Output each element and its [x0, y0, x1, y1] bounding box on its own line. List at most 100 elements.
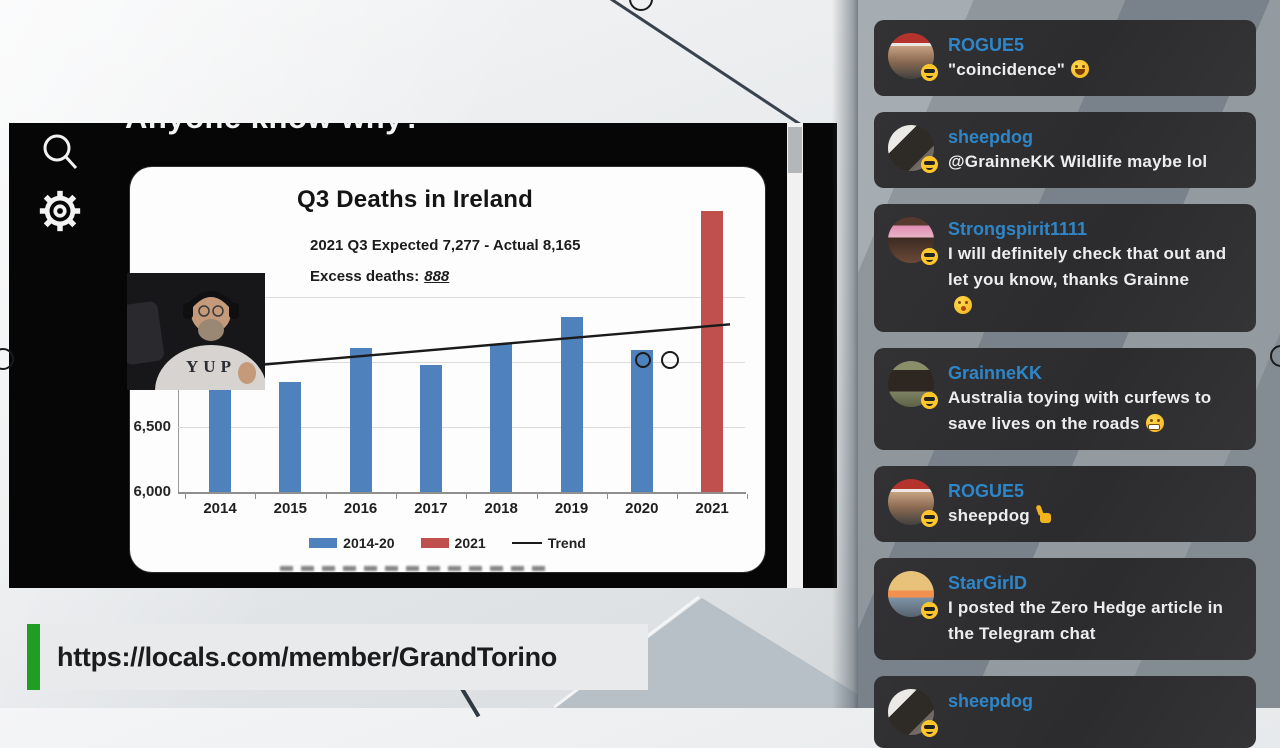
chart-excess-value: 888 — [424, 268, 450, 285]
chat-message-card[interactable]: ROGUE5 "coincidence" — [874, 20, 1256, 96]
chart-gridline — [178, 297, 745, 298]
chart-title: Q3 Deaths in Ireland — [296, 186, 534, 213]
x-axis-tick — [325, 494, 327, 499]
chat-message-text: I posted the Zero Hedge article in the T… — [948, 598, 1224, 643]
chat-message-text: "coincidence" — [948, 57, 1089, 83]
x-axis-category-label: 2020 — [625, 500, 659, 517]
avatar[interactable] — [888, 479, 938, 527]
legend-label: 2014-20 — [343, 535, 395, 551]
legend-label: 2021 — [454, 535, 486, 551]
legend-swatch — [309, 538, 338, 548]
joy-emoji — [1070, 60, 1089, 78]
supporter-badge-icon — [921, 156, 938, 173]
chat-username[interactable]: GrainneKK — [948, 363, 1043, 383]
shirt-text: YUP — [186, 357, 236, 376]
annotation-circle-left-edge — [0, 348, 14, 370]
url-banner: https://locals.com/member/GrandTorino — [27, 624, 648, 690]
chart-bar-2021 — [701, 210, 724, 492]
chat-message-text: Australia toying with curfews to save li… — [948, 388, 1212, 433]
y-axis-tick-label: 6,500 — [133, 418, 171, 435]
chat-username[interactable]: StarGirlD — [948, 573, 1028, 593]
chat-message-body: Strongspirit1111 I will definitely check… — [948, 217, 1242, 319]
x-axis-category-label: 2014 — [203, 500, 237, 517]
video-player[interactable]: Anyone know why? Q3 Deaths in Ireland 20… — [9, 123, 837, 588]
supporter-badge-icon — [921, 248, 938, 265]
x-axis-tick — [606, 494, 608, 499]
chat-message-body: sheepdog @GrainneKK Wildlife maybe lol — [948, 125, 1207, 175]
url-banner-accent-bar — [27, 624, 40, 690]
chat-message-body: StarGirlD I posted the Zero Hedge articl… — [948, 571, 1242, 647]
chat-message-body: GrainneKK Australia toying with curfews … — [948, 361, 1242, 437]
x-axis-tick — [185, 494, 186, 499]
chart-annotation-circle — [635, 352, 651, 368]
gear-icon[interactable] — [38, 189, 90, 235]
chat-message-body: ROGUE5 "coincidence" — [948, 33, 1089, 83]
search-icon[interactable] — [38, 130, 90, 176]
avatar[interactable] — [888, 571, 938, 619]
chat-message-text: I will definitely check that out and let… — [948, 241, 1242, 319]
chat-message-card[interactable]: StarGirlD I posted the Zero Hedge articl… — [874, 558, 1256, 660]
chart-excess-label: Excess deaths: — [310, 268, 420, 285]
chat-message-card[interactable]: sheepdog — [874, 676, 1256, 748]
x-axis-category-label: 2019 — [554, 500, 589, 517]
chart-excess-line: Excess deaths: 888 — [310, 268, 449, 285]
chart-subtitle: 2021 Q3 Expected 7,277 - Actual 8,165 — [310, 237, 581, 254]
x-axis-category-label: 2016 — [343, 500, 378, 517]
chat-message-card[interactable]: sheepdog @GrainneKK Wildlife maybe lol — [874, 112, 1256, 188]
x-axis-tick — [466, 494, 468, 499]
x-axis-category-label: 2015 — [273, 500, 307, 517]
legend-item: 2014-20 — [309, 535, 395, 551]
headphones-band — [186, 291, 236, 310]
chart-bar-2018 — [490, 343, 513, 492]
chat-message-text: sheepdog — [948, 503, 1054, 529]
x-axis-category-label: 2018 — [484, 500, 518, 517]
chart-bar-2017 — [419, 364, 442, 492]
chart-annotation-circle — [661, 351, 679, 369]
scrollbar-thumb[interactable] — [788, 127, 802, 173]
chat-username[interactable]: sheepdog — [948, 127, 1034, 147]
supporter-badge-icon — [921, 720, 938, 737]
thumbs-up-emoji — [1036, 506, 1054, 524]
chart-bar-2016 — [349, 347, 372, 492]
beard — [198, 319, 224, 341]
y-axis-tick-label: 6,000 — [133, 483, 171, 500]
avatar[interactable] — [888, 217, 938, 265]
chat-message-text: @GrainneKK Wildlife maybe lol — [948, 152, 1208, 171]
avatar[interactable] — [888, 361, 938, 409]
cutoff-footnote-text — [280, 566, 545, 571]
x-axis-tick — [747, 494, 749, 499]
x-axis-line — [178, 492, 746, 494]
chat-message-card[interactable]: GrainneKK Australia toying with curfews … — [874, 348, 1256, 450]
supporter-badge-icon — [921, 64, 938, 81]
legend-item: Trend — [511, 535, 586, 551]
x-axis-category-label: 2021 — [695, 500, 729, 517]
chat-message-card[interactable]: ROGUE5 sheepdog — [874, 466, 1256, 542]
chart-bar-2020 — [630, 349, 653, 492]
supporter-badge-icon — [921, 392, 938, 409]
chart-bar-2014 — [209, 363, 231, 492]
webcam-overlay: YUP — [127, 273, 265, 390]
chat-message-list: ROGUE5 "coincidence" sheepdog @GrainneKK… — [874, 20, 1256, 748]
slide-caption-cutoff: Anyone know why? — [125, 123, 422, 136]
chat-username[interactable]: ROGUE5 — [948, 481, 1025, 501]
chat-panel: ROGUE5 "coincidence" sheepdog @GrainneKK… — [832, 0, 1280, 748]
chat-username[interactable]: Strongspirit1111 — [948, 219, 1088, 239]
x-axis-category-label: 2017 — [414, 500, 448, 517]
scrollbar-track[interactable] — [787, 123, 803, 588]
grimace-emoji — [1145, 414, 1164, 432]
chat-message-card[interactable]: Strongspirit1111 I will definitely check… — [874, 204, 1256, 332]
chat-username[interactable]: sheepdog — [948, 691, 1034, 711]
url-banner-text: https://locals.com/member/GrandTorino — [57, 641, 557, 672]
supporter-badge-icon — [921, 602, 938, 619]
chair — [127, 301, 164, 365]
chart-gridline — [178, 427, 745, 428]
x-axis-tick — [395, 494, 397, 499]
hand — [238, 362, 256, 384]
chat-message-body: ROGUE5 sheepdog — [948, 479, 1054, 529]
legend-item: 2021 — [420, 535, 486, 551]
avatar[interactable] — [888, 33, 938, 81]
chat-username[interactable]: ROGUE5 — [948, 35, 1025, 55]
avatar[interactable] — [888, 689, 938, 737]
legend-label: Trend — [547, 535, 586, 551]
avatar[interactable] — [888, 125, 938, 173]
